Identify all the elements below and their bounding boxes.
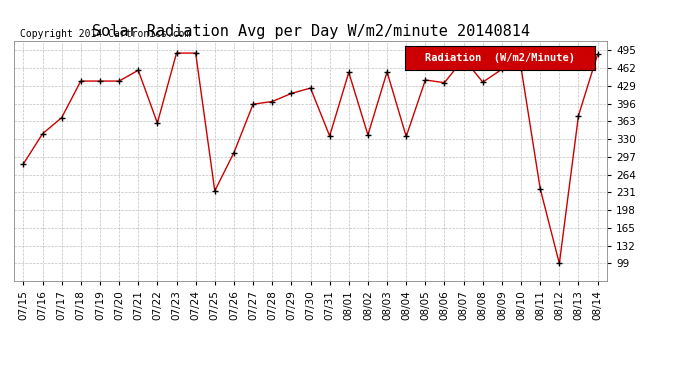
Title: Solar Radiation Avg per Day W/m2/minute 20140814: Solar Radiation Avg per Day W/m2/minute … — [92, 24, 529, 39]
Text: Copyright 2014 Cartronics.com: Copyright 2014 Cartronics.com — [20, 29, 190, 39]
